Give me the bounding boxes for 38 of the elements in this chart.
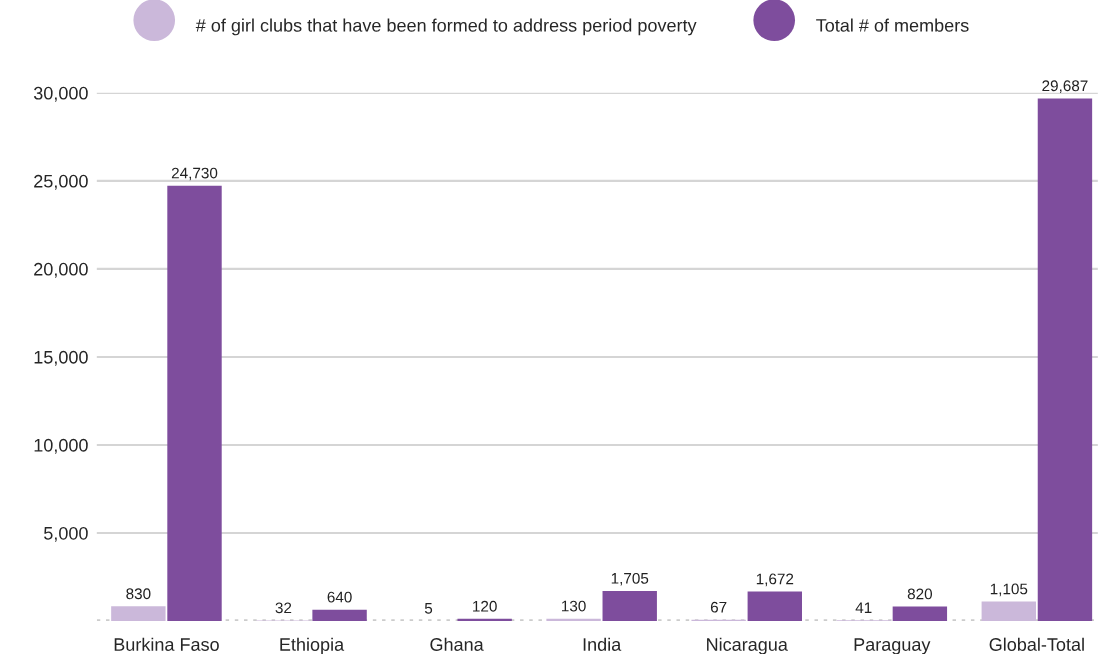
data-label: 24,730 — [171, 167, 218, 181]
x-tick-label: Nicaragua — [707, 637, 788, 654]
x-tick-label: Burkina Faso — [114, 637, 219, 651]
data-label: 1,705 — [611, 572, 649, 586]
data-label: 820 — [907, 588, 933, 600]
data-label: 1,672 — [756, 573, 794, 587]
y-tick-label: 15,000 — [34, 350, 88, 366]
data-label: 32 — [275, 602, 292, 614]
legend-label: # of girl clubs that have been formed to address period poverty — [195, 18, 697, 36]
data-label: 67 — [710, 601, 727, 613]
y-tick-label: 30,000 — [33, 86, 88, 102]
data-label: 640 — [327, 591, 352, 603]
bar — [111, 606, 166, 621]
bar — [747, 591, 802, 621]
data-label: 1,105 — [990, 583, 1028, 597]
x-tick-label: Ethiopia — [280, 637, 345, 654]
bar — [1037, 98, 1093, 621]
bar — [981, 601, 1036, 621]
bar — [312, 609, 367, 621]
data-label: 5 — [424, 603, 433, 614]
y-tick-label: 20,000 — [34, 262, 88, 278]
data-label: 830 — [126, 588, 151, 600]
bar — [457, 618, 512, 621]
y-tick-label: 5,000 — [44, 526, 88, 542]
data-label: 130 — [562, 600, 586, 612]
data-label: 29,687 — [1042, 80, 1088, 93]
bar — [602, 590, 657, 621]
x-tick-label: India — [583, 637, 622, 651]
y-tick-label: 25,000 — [34, 174, 88, 190]
data-label: 120 — [473, 600, 497, 612]
data-label: 41 — [855, 602, 872, 613]
legend-label: Total # of members — [816, 18, 969, 32]
x-tick-label: Global-Total — [989, 637, 1084, 651]
x-tick-label: Paraguay — [854, 638, 931, 654]
x-tick-label: Ghana — [430, 637, 484, 651]
bar — [892, 606, 948, 621]
bar — [167, 185, 222, 621]
y-tick-label: 10,000 — [34, 438, 88, 454]
